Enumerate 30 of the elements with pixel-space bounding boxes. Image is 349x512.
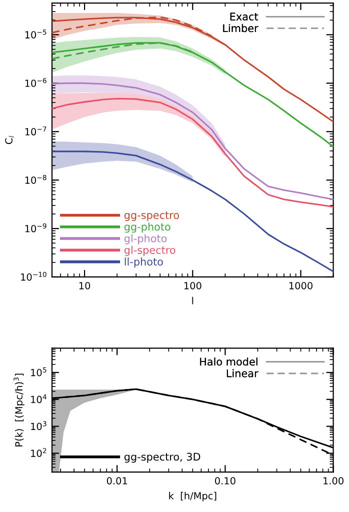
text: gg-spectro bbox=[124, 212, 179, 222]
y-tick-label: 10$^{−5}$ bbox=[25, 30, 46, 38]
annotation: Limber bbox=[223, 24, 258, 32]
y-tick-label: 10$^{−9}$ bbox=[25, 223, 46, 232]
y-axis-title: C$_{l}$ bbox=[5, 136, 14, 144]
y-tick-label: 10$^{5}$ bbox=[31, 367, 46, 376]
text: gl-spectro bbox=[124, 246, 176, 256]
x-tick-label: 0.10 bbox=[215, 477, 236, 484]
text: gg-spectro, 3D bbox=[124, 452, 200, 463]
text: gg-photo bbox=[124, 222, 170, 233]
y-tick-label: 10$^{−6}$ bbox=[25, 78, 46, 87]
x-axis-title: l bbox=[192, 296, 194, 304]
text: gl-photo bbox=[124, 234, 167, 244]
annotation: Linear bbox=[226, 369, 258, 378]
y-tick-label: 10$^{2}$ bbox=[31, 448, 46, 458]
y-axis-title: P(k) [(Mpc/h)$^{3}$] bbox=[14, 374, 24, 446]
y-tick-label: 10$^{−7}$ bbox=[25, 126, 46, 136]
annotation: Halo model bbox=[200, 358, 258, 366]
y-tick-label: 10$^{4}$ bbox=[31, 394, 46, 404]
x-tick-label: 100 bbox=[184, 282, 202, 290]
x-tick-label: 10 bbox=[79, 282, 90, 290]
text: ll-photo bbox=[124, 258, 163, 268]
x-tick-label: 1000 bbox=[289, 282, 312, 290]
x-tick-label: 0.01 bbox=[106, 477, 128, 484]
x-tick-label: 1.00 bbox=[324, 477, 344, 484]
y-tick-label: 10$^{−8}$ bbox=[25, 174, 46, 184]
annotation: Exact bbox=[230, 12, 258, 21]
x-axis-title: k [h/Mpc] bbox=[169, 492, 216, 502]
y-tick-label: 10$^{−10}$ bbox=[21, 272, 46, 281]
y-tick-label: 10$^{3}$ bbox=[31, 421, 46, 430]
